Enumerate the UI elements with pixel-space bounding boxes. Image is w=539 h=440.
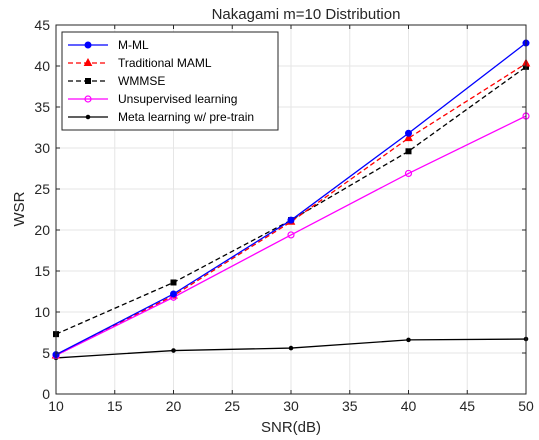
- data-point: [405, 148, 412, 155]
- data-point: [287, 216, 295, 224]
- x-tick-label: 10: [48, 398, 64, 414]
- legend-label: Traditional MAML: [118, 56, 212, 70]
- y-tick-label: 10: [34, 304, 50, 320]
- legend: M-ML Traditional MAML WMMSE Unsupervised le…: [61, 31, 279, 131]
- y-tick-label: 0: [42, 386, 50, 402]
- data-point: [288, 345, 294, 351]
- legend-item: Traditional MAML: [68, 56, 212, 70]
- data-point: [406, 337, 411, 343]
- data-point: [405, 129, 412, 137]
- y-tick-label: 30: [34, 140, 50, 156]
- legend-item: Meta learning w/ pre-train: [68, 110, 254, 124]
- legend-item: M-ML: [68, 38, 149, 52]
- x-tick-label: 45: [459, 398, 475, 414]
- legend-box: [61, 31, 279, 131]
- legend-item: Unsupervised learning: [68, 92, 237, 106]
- x-tick-label: 40: [401, 398, 417, 414]
- legend-marker: [85, 114, 91, 120]
- data-point: [404, 169, 413, 178]
- legend-label: Unsupervised learning: [118, 92, 237, 106]
- legend-marker: [84, 95, 92, 103]
- x-tick-label: 25: [224, 398, 240, 414]
- x-tick-label: 30: [283, 398, 299, 414]
- y-tick-label: 45: [34, 17, 50, 33]
- y-axis-label: WSR: [11, 191, 28, 226]
- x-tick-label: 35: [342, 398, 358, 414]
- legend-label: M-ML: [118, 38, 149, 52]
- data-point: [404, 133, 413, 142]
- y-tick-label: 15: [34, 263, 50, 279]
- y-tick-label: 20: [34, 222, 50, 238]
- legend-marker: [85, 78, 91, 84]
- legend-label: WMMSE: [118, 74, 165, 88]
- data-point: [171, 348, 176, 353]
- data-point: [170, 290, 177, 298]
- series-0: [52, 39, 530, 359]
- x-axis-ticks: 10 15 20 25 30 35 40 45 50: [48, 25, 534, 414]
- data-point: [287, 231, 295, 239]
- legend-label: Meta learning w/ pre-train: [118, 110, 254, 124]
- legend-marker: [83, 57, 93, 66]
- x-tick-label: 15: [107, 398, 123, 414]
- series-line: [55, 115, 527, 357]
- y-tick-label: 25: [34, 181, 50, 197]
- x-axis-label: SNR(dB): [261, 419, 321, 436]
- legend-marker: [84, 41, 92, 49]
- x-tick-label: 50: [518, 398, 534, 414]
- data-point: [170, 279, 177, 286]
- y-tick-label: 40: [34, 58, 50, 74]
- y-tick-label: 5: [42, 345, 50, 361]
- y-axis-ticks: 0 5 10 15 20 25 30 35 40 45: [34, 17, 526, 402]
- y-tick-label: 35: [34, 99, 50, 115]
- legend-item: WMMSE: [68, 74, 165, 88]
- x-tick-label: 20: [166, 398, 182, 414]
- chart-title: Nakagami m=10 Distribution: [212, 6, 401, 23]
